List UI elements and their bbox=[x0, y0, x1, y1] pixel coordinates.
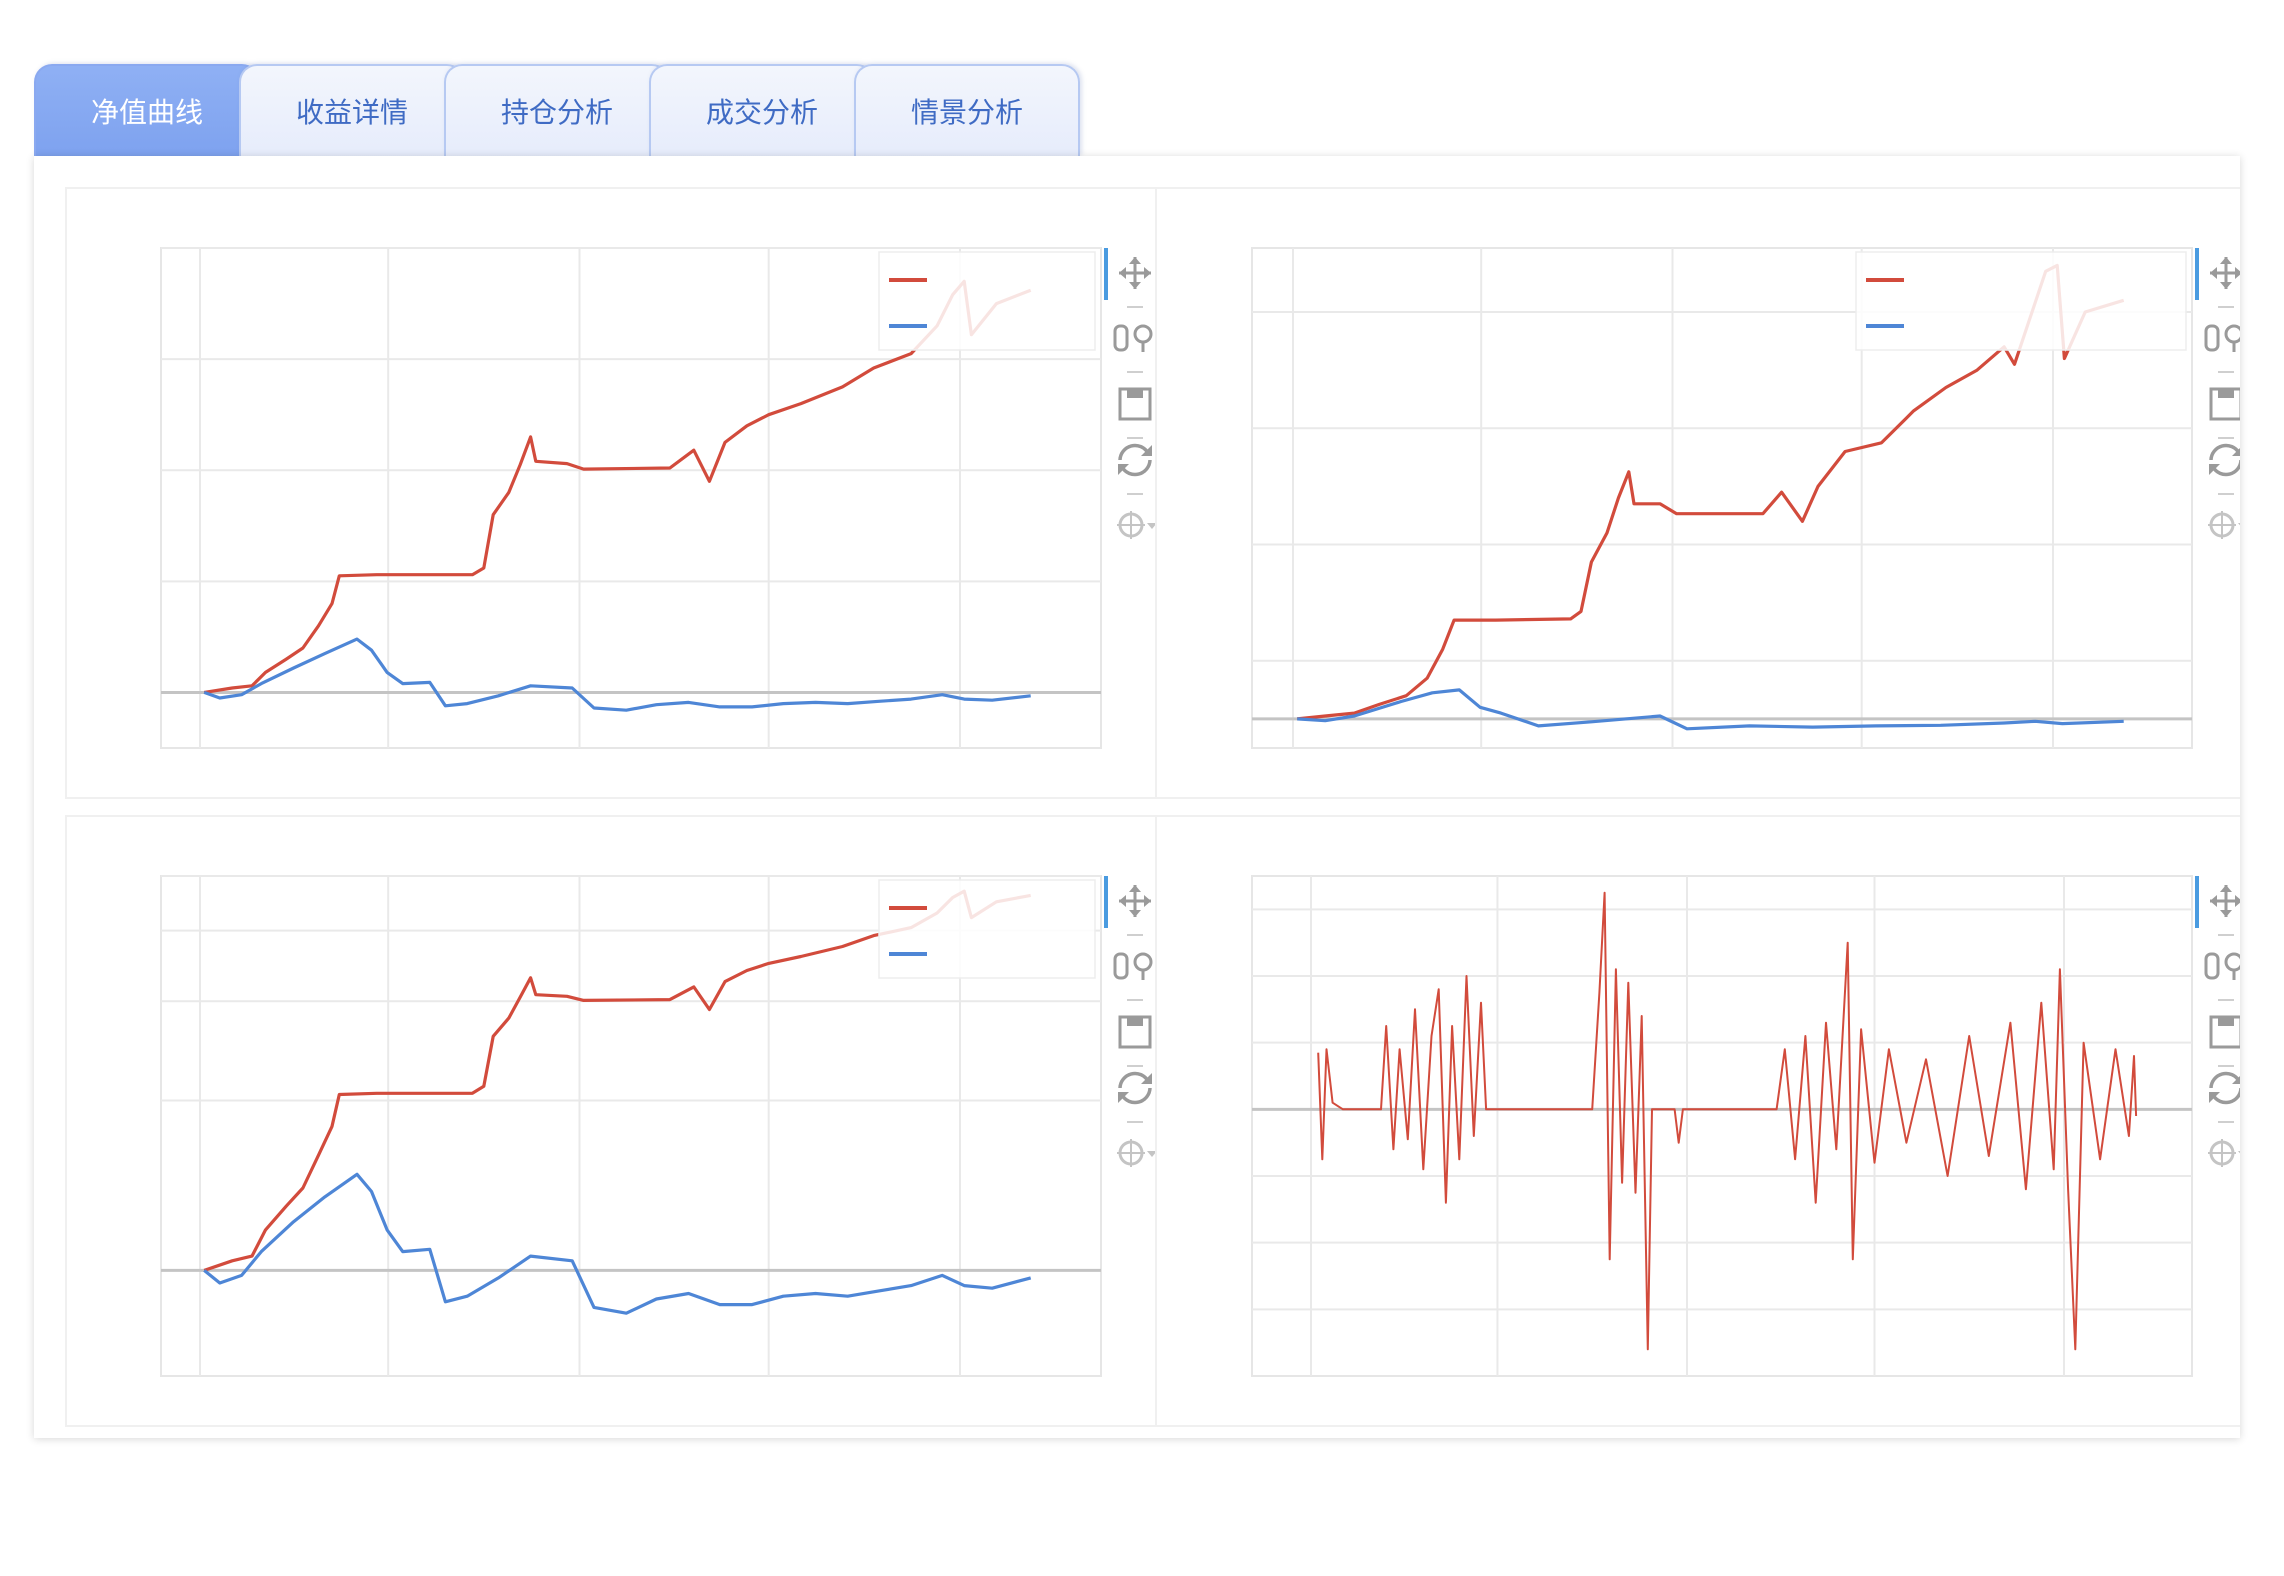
legend-box bbox=[878, 879, 1096, 979]
charts-canvas bbox=[65, 187, 2261, 1427]
series-line-1 bbox=[1317, 891, 2138, 1351]
refresh-icon bbox=[1118, 443, 1152, 477]
chart-4 bbox=[1155, 815, 2261, 1427]
move-icon bbox=[1119, 257, 1151, 289]
chart-panel bbox=[34, 156, 2261, 1438]
chart-toolbar bbox=[1104, 248, 1157, 539]
legend bbox=[878, 251, 1096, 351]
chart-toolbar bbox=[2195, 876, 2248, 1167]
tab-trade-analysis[interactable]: 成交分析 bbox=[649, 64, 875, 156]
legend-box bbox=[1855, 251, 2187, 351]
chart-1 bbox=[65, 187, 1171, 799]
series-line-2 bbox=[1297, 688, 2124, 731]
save-icon bbox=[1118, 1015, 1152, 1049]
tab-nav-curve[interactable]: 净值曲线 bbox=[34, 64, 260, 156]
move-icon bbox=[2210, 885, 2242, 917]
chart-toolbar bbox=[1104, 876, 1157, 1167]
zoom-reset-icon bbox=[1113, 952, 1153, 980]
tab-return-details[interactable]: 收益详情 bbox=[239, 64, 465, 156]
tab-scenario-analysis[interactable]: 情景分析 bbox=[854, 64, 1080, 156]
tab-position-analysis[interactable]: 持仓分析 bbox=[444, 64, 670, 156]
refresh-icon bbox=[1118, 1071, 1152, 1105]
chart-2 bbox=[1155, 187, 2261, 799]
move-icon bbox=[1119, 885, 1151, 917]
save-icon bbox=[1118, 387, 1152, 421]
crosshair-icon bbox=[1117, 511, 1157, 539]
series-line-2 bbox=[203, 637, 1031, 712]
legend bbox=[878, 879, 1096, 979]
series-line-2 bbox=[203, 1172, 1032, 1315]
zoom-reset-icon bbox=[1113, 324, 1153, 352]
legend bbox=[1855, 251, 2187, 351]
crosshair-icon bbox=[1117, 1139, 1157, 1167]
tab-bar: 净值曲线 收益详情 持仓分析 成交分析 情景分析 bbox=[34, 64, 1084, 158]
move-icon bbox=[2210, 257, 2242, 289]
legend-box bbox=[878, 251, 1096, 351]
chart-3 bbox=[65, 815, 1171, 1427]
